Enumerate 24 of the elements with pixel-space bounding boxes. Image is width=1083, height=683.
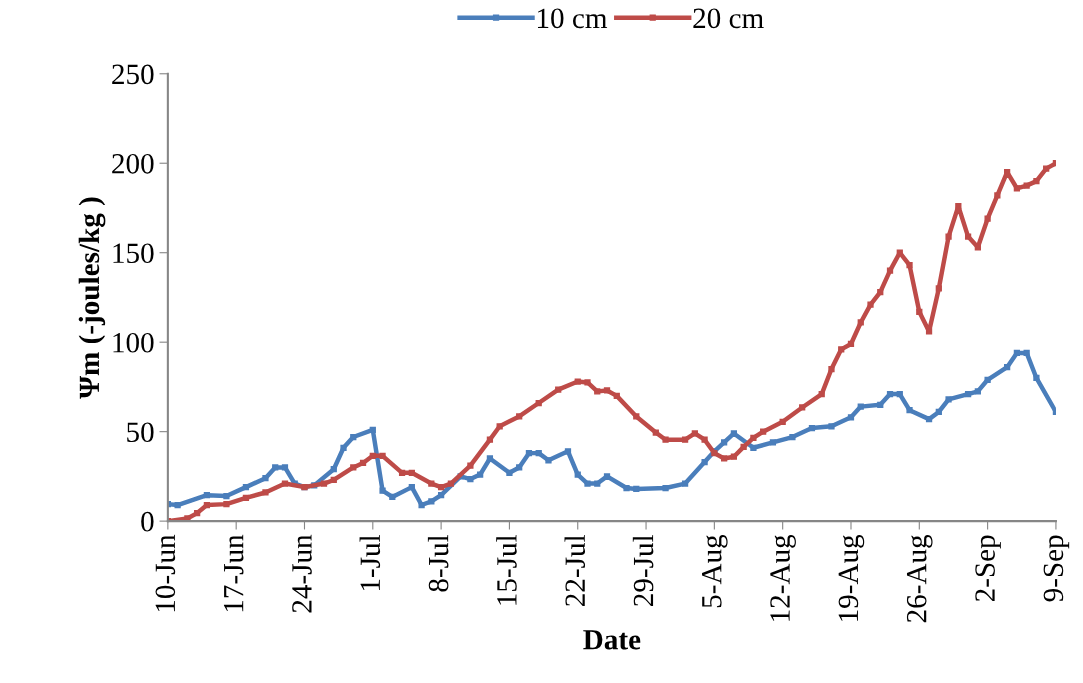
x-tick-label: 12-Aug bbox=[770, 534, 796, 621]
x-tick-label: 29-Jul bbox=[632, 534, 654, 606]
y-tick-label: 150 bbox=[113, 243, 154, 264]
x-tick-label: 9-Sep bbox=[1043, 535, 1070, 602]
y-axis-title: Ψm (-joules/kg ) bbox=[78, 197, 106, 399]
y-tick-label: 250 bbox=[112, 64, 154, 85]
y-tick-label: 0 bbox=[141, 511, 154, 532]
x-tick-label: 24-Jun bbox=[292, 534, 312, 613]
x-axis-title: Date bbox=[583, 630, 641, 650]
y-tick-label: 200 bbox=[112, 153, 154, 174]
x-tick-label: 17-Jun bbox=[223, 534, 244, 612]
x-tick-label: 8-Jul bbox=[427, 534, 449, 592]
x-tick-label: 26-Aug bbox=[906, 534, 933, 623]
x-tick-label: 5-Aug bbox=[702, 534, 728, 608]
y-tick-label: 50 bbox=[127, 422, 154, 443]
x-tick-label: 1-Jul bbox=[359, 534, 381, 591]
x-tick-label: 2-Sep bbox=[975, 535, 1001, 602]
y-tick-label: 100 bbox=[113, 332, 154, 353]
x-tick-label: 10-Jun bbox=[155, 534, 176, 612]
legend-label: 20 cm bbox=[693, 8, 764, 29]
x-tick-label: 22-Jul bbox=[564, 534, 586, 606]
legend-label: 10 cm bbox=[537, 8, 608, 29]
x-tick-label: 15-Jul bbox=[496, 534, 517, 605]
x-tick-label: 19-Aug bbox=[838, 534, 865, 621]
